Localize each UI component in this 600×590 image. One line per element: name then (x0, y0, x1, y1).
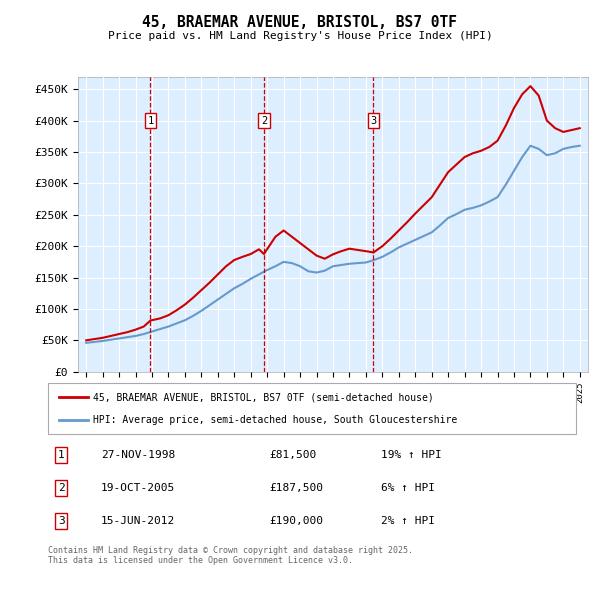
Text: 19% ↑ HPI: 19% ↑ HPI (380, 450, 442, 460)
Text: HPI: Average price, semi-detached house, South Gloucestershire: HPI: Average price, semi-detached house,… (93, 415, 457, 425)
Text: 27-NOV-1998: 27-NOV-1998 (101, 450, 175, 460)
Text: 19-OCT-2005: 19-OCT-2005 (101, 483, 175, 493)
Text: 2% ↑ HPI: 2% ↑ HPI (380, 516, 434, 526)
Text: £81,500: £81,500 (270, 450, 317, 460)
Text: 1: 1 (147, 116, 154, 126)
Text: 45, BRAEMAR AVENUE, BRISTOL, BS7 0TF (semi-detached house): 45, BRAEMAR AVENUE, BRISTOL, BS7 0TF (se… (93, 392, 434, 402)
Text: 2: 2 (261, 116, 267, 126)
Text: 15-JUN-2012: 15-JUN-2012 (101, 516, 175, 526)
Text: £187,500: £187,500 (270, 483, 324, 493)
Text: 2: 2 (58, 483, 65, 493)
Text: Price paid vs. HM Land Registry's House Price Index (HPI): Price paid vs. HM Land Registry's House … (107, 31, 493, 41)
Text: Contains HM Land Registry data © Crown copyright and database right 2025.
This d: Contains HM Land Registry data © Crown c… (48, 546, 413, 565)
Text: 3: 3 (58, 516, 65, 526)
Text: 45, BRAEMAR AVENUE, BRISTOL, BS7 0TF: 45, BRAEMAR AVENUE, BRISTOL, BS7 0TF (143, 15, 458, 30)
Text: 3: 3 (370, 116, 377, 126)
Text: £190,000: £190,000 (270, 516, 324, 526)
Text: 1: 1 (58, 450, 65, 460)
Text: 6% ↑ HPI: 6% ↑ HPI (380, 483, 434, 493)
